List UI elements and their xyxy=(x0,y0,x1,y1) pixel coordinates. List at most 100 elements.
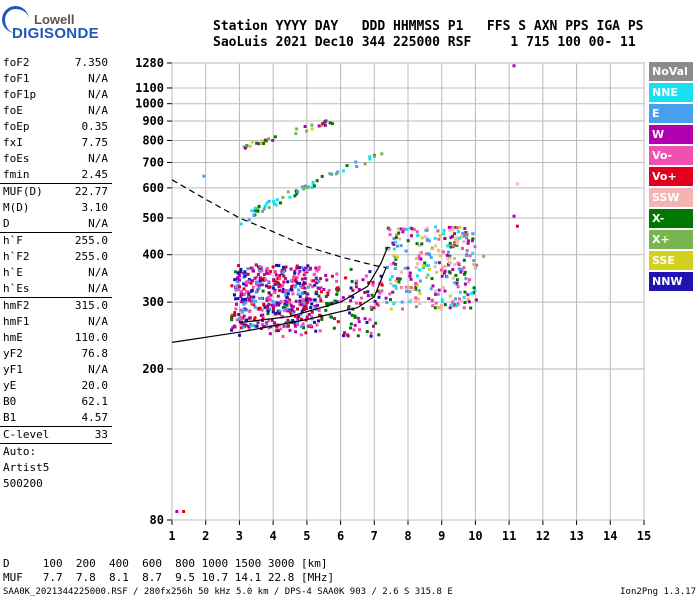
echo-point xyxy=(310,310,314,314)
echo-point xyxy=(466,298,470,301)
echo-point xyxy=(335,279,339,283)
echo-point xyxy=(453,232,457,236)
echo-point xyxy=(293,194,297,198)
echo-point xyxy=(417,244,421,247)
echo-point xyxy=(335,300,339,304)
param-value: 0.35 xyxy=(81,120,109,133)
echo-point xyxy=(309,306,313,310)
param-name: M(D) xyxy=(3,201,30,214)
echo-point xyxy=(458,267,462,271)
echo-point xyxy=(317,279,321,283)
echo-point xyxy=(236,276,240,280)
echo-point xyxy=(415,283,419,287)
echo-point xyxy=(315,281,319,284)
echo-point xyxy=(320,174,324,178)
param-name: foF2 xyxy=(3,56,30,69)
legend-item: NNW xyxy=(649,272,693,291)
echo-point xyxy=(312,184,316,188)
echo-point xyxy=(443,289,447,293)
echo-point xyxy=(372,154,376,158)
echo-point xyxy=(466,239,470,243)
echo-point xyxy=(349,322,353,326)
echo-point xyxy=(466,293,470,297)
echo-point xyxy=(264,284,268,288)
echo-point xyxy=(256,321,260,325)
echo-point xyxy=(440,304,443,307)
echo-point xyxy=(318,329,322,333)
echo-point xyxy=(313,298,317,302)
echo-point xyxy=(271,286,275,290)
echo-point xyxy=(262,207,266,211)
echo-point xyxy=(250,209,254,213)
echo-point xyxy=(422,266,425,269)
echo-point xyxy=(341,296,345,300)
echo-point xyxy=(342,334,345,338)
echo-point xyxy=(297,315,301,318)
echo-point xyxy=(465,233,469,236)
echo-point xyxy=(260,283,264,287)
echo-point xyxy=(416,274,419,278)
x-tick-label: 4 xyxy=(270,529,277,543)
param-value: N/A xyxy=(88,152,108,165)
echo-point xyxy=(279,327,283,331)
param-name: yF2 xyxy=(3,347,23,360)
echo-point xyxy=(440,274,444,278)
echo-point xyxy=(244,280,248,284)
echo-point xyxy=(434,292,437,296)
echo-point xyxy=(471,232,475,236)
echo-point xyxy=(347,306,350,310)
echo-point xyxy=(253,276,257,280)
echo-point xyxy=(252,303,256,307)
echo-point xyxy=(467,280,470,284)
echo-point xyxy=(279,270,283,274)
echo-point xyxy=(310,279,314,283)
param-name: hmF2 xyxy=(3,299,30,312)
echo-point xyxy=(345,164,349,168)
echo-point xyxy=(301,285,305,289)
param-value: 22.77 xyxy=(74,185,108,198)
echo-point xyxy=(420,236,424,240)
echo-point xyxy=(303,271,307,275)
echo-point xyxy=(417,289,421,293)
echo-point xyxy=(319,277,323,281)
logo-line1: Lowell xyxy=(34,12,75,27)
echo-point xyxy=(271,300,275,304)
echo-point xyxy=(310,302,314,306)
echo-point xyxy=(302,325,305,329)
echo-point xyxy=(512,64,516,68)
x-tick-label: 6 xyxy=(337,529,344,543)
echo-point xyxy=(364,274,368,278)
echo-point xyxy=(451,244,455,248)
echo-point xyxy=(254,263,258,267)
param-value: N/A xyxy=(88,104,108,117)
echo-point xyxy=(412,228,416,232)
echo-point xyxy=(322,288,326,291)
echo-point xyxy=(410,227,414,231)
echo-point xyxy=(435,270,438,274)
echo-point xyxy=(239,295,243,298)
echo-point xyxy=(414,287,418,291)
echo-point xyxy=(396,244,399,248)
param-row: MUF(D) 22.77 xyxy=(0,183,112,200)
echo-point xyxy=(288,195,292,199)
param-name: foF1p xyxy=(3,88,37,101)
echo-point xyxy=(298,269,302,273)
echo-point xyxy=(344,276,348,280)
param-value: N/A xyxy=(88,72,108,85)
echo-point xyxy=(445,275,449,279)
legend-item: SSW xyxy=(649,188,693,207)
echo-point xyxy=(258,265,262,268)
x-tick-label: 2 xyxy=(202,529,209,543)
echo-point xyxy=(287,289,290,293)
echo-point xyxy=(377,333,381,337)
echo-point xyxy=(291,305,295,309)
echo-point xyxy=(416,234,419,238)
echo-point xyxy=(284,291,288,294)
param-row: B1 4.57 xyxy=(0,410,112,426)
echo-point xyxy=(251,266,254,270)
echo-point xyxy=(267,295,271,299)
echo-point xyxy=(374,321,378,325)
echo-point xyxy=(351,288,355,292)
echo-point xyxy=(241,325,245,329)
echo-point xyxy=(290,285,294,288)
